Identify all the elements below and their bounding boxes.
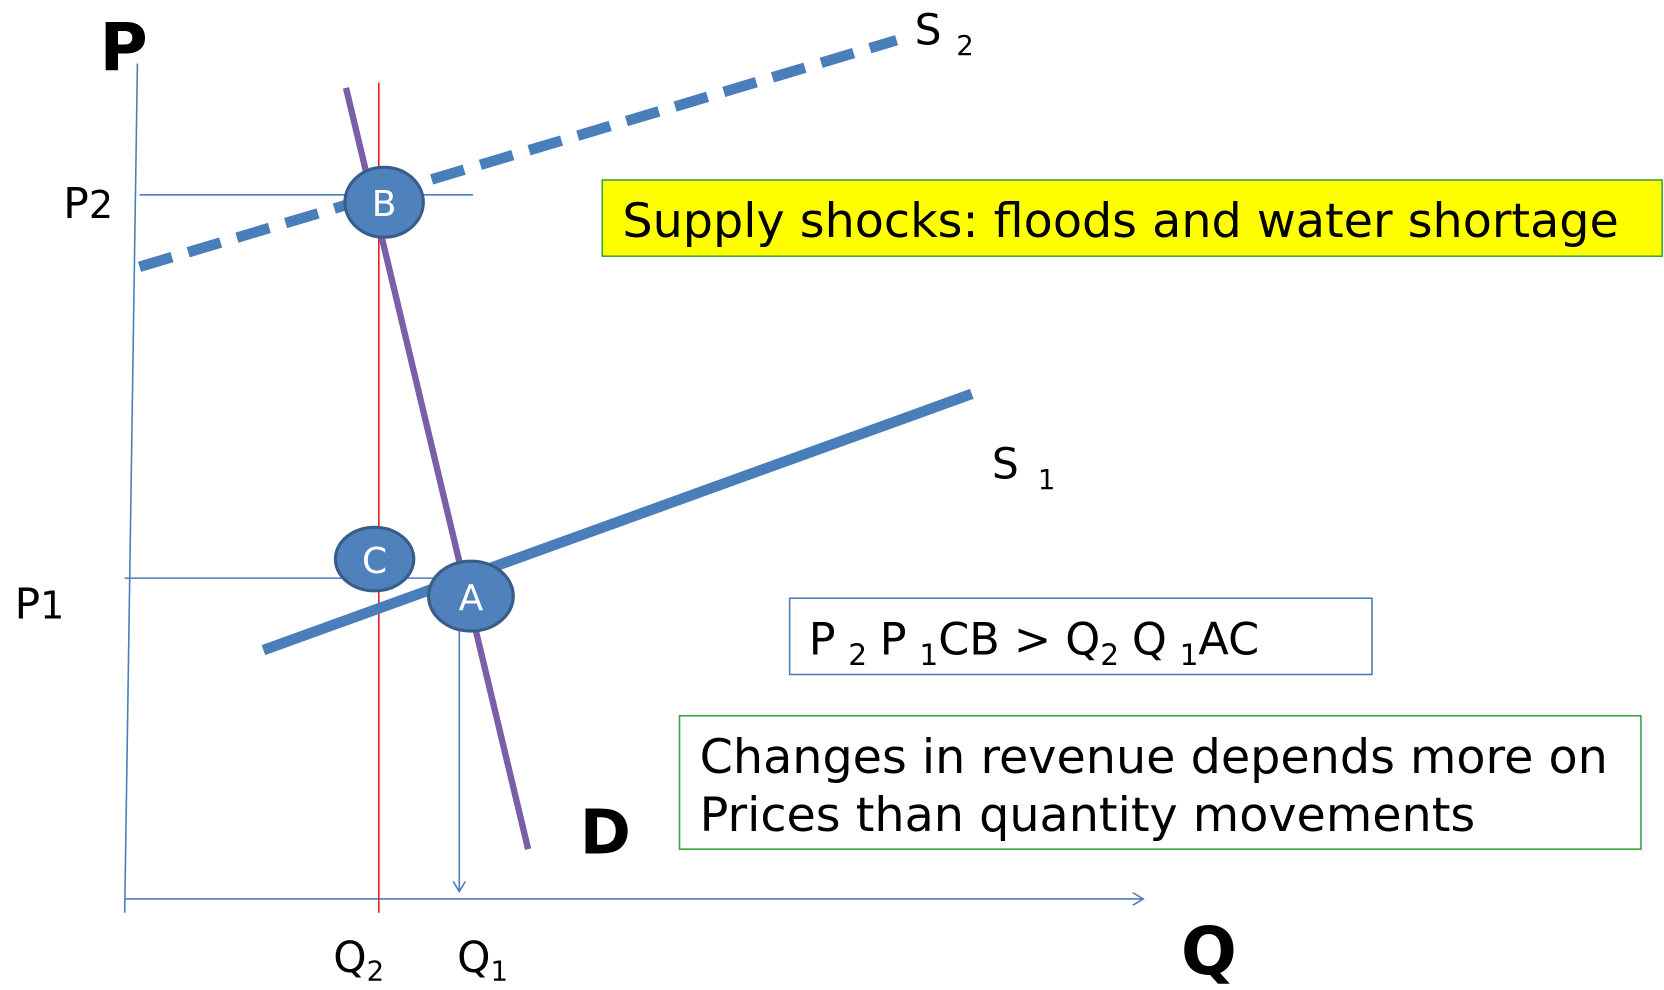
note-line: Changes in revenue depends more on xyxy=(700,730,1608,785)
label-sub: 1 xyxy=(491,955,509,987)
price-label: P1 xyxy=(15,579,65,628)
point-label: A xyxy=(459,578,484,619)
label-main: Q xyxy=(457,933,490,982)
axis-title: Q xyxy=(1181,914,1237,990)
price-axis xyxy=(123,63,139,913)
label-main: P xyxy=(15,579,41,628)
point-a xyxy=(427,559,515,633)
point-label: C xyxy=(362,541,387,582)
label-sub: 2 xyxy=(367,955,385,987)
label-sub: 1 xyxy=(40,583,64,627)
point-label: B xyxy=(372,184,397,225)
formula-main: CB > Q xyxy=(938,614,1100,665)
axis-title: P xyxy=(100,10,148,86)
formula-sub: 2 xyxy=(848,637,867,672)
label-main: P xyxy=(63,179,89,228)
label-main: S xyxy=(915,5,942,54)
label-sub: 2 xyxy=(89,183,113,227)
quantity-label: Q1 xyxy=(457,933,508,987)
supply-2-curve xyxy=(138,35,899,272)
curve-label: D xyxy=(580,797,631,868)
formula-main: AC xyxy=(1198,614,1259,665)
note-line: Prices than quantity movements xyxy=(700,788,1476,843)
label-sub: 1 xyxy=(1038,464,1056,496)
shock-box xyxy=(601,179,1663,258)
point-c xyxy=(333,525,416,593)
formula-main: P xyxy=(880,614,907,665)
formula-box xyxy=(788,597,1373,676)
label-main: Q xyxy=(333,933,366,982)
shock-text: Supply shocks: floods and water shortage xyxy=(622,194,1618,249)
formula-main: P xyxy=(809,614,836,665)
formula-text: P 2 P 1CB > Q2 Q 1AC xyxy=(809,614,1259,672)
label-main: S xyxy=(992,440,1019,489)
note-box xyxy=(678,714,1642,850)
point-b xyxy=(343,165,425,239)
formula-sub: 1 xyxy=(919,637,938,672)
label-sub: 2 xyxy=(956,30,974,62)
quantity-label: Q2 xyxy=(333,933,384,987)
formula-main: Q xyxy=(1132,614,1167,665)
formula-sub: 2 xyxy=(1100,637,1119,672)
price-label: P2 xyxy=(63,179,113,228)
supply-1-curve xyxy=(261,388,974,656)
formula-sub: 1 xyxy=(1180,637,1199,672)
